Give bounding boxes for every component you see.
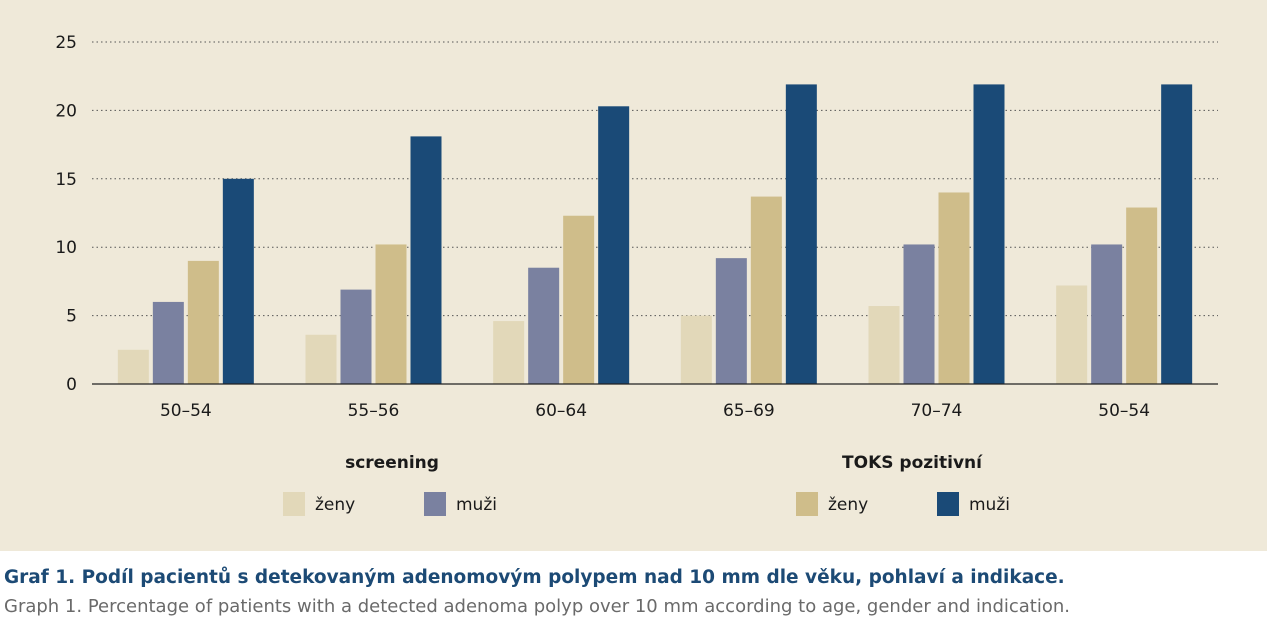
x-tick-label: 50–54 [1098,401,1150,421]
bar [117,349,149,384]
x-tick-label: 70–74 [911,401,963,421]
caption-title-english: Graph 1. Percentage of patients with a d… [4,596,1071,617]
x-tick-label: 55–56 [348,401,400,421]
legend-group-title: screening [345,453,439,473]
y-axis-ticks: 0 5 10 15 20 25 [55,33,77,395]
legend-swatch [283,492,305,516]
x-tick-label: 50–54 [160,401,212,421]
bar [903,244,935,384]
y-tick-label: 15 [55,170,77,190]
legend-swatch [937,492,959,516]
legend-swatch [424,492,446,516]
bar [493,321,525,384]
bars [117,84,1193,385]
x-tick-label: 60–64 [535,401,587,421]
bar [410,136,442,384]
grid-lines [92,41,1218,317]
x-axis-ticks: 50–54 55–56 60–64 65–69 70–74 50–54 [160,401,1150,421]
y-tick-label: 5 [66,307,77,327]
x-tick-label: 65–69 [723,401,775,421]
bar [868,306,900,384]
legend: screening ženy muži TOKS pozitivní ženy muži [283,453,1010,516]
bar [1161,84,1193,385]
bar [680,315,712,384]
bar [152,301,184,384]
legend-group-title: TOKS pozitivní [842,453,983,473]
legend-label: ženy [315,495,355,515]
caption-title-czech: Graf 1. Podíl pacientů s detekovaným ade… [4,567,1065,588]
y-tick-label: 20 [55,101,77,121]
y-tick-label: 0 [66,375,77,395]
bar [305,334,337,384]
y-tick-label: 25 [55,33,77,53]
bar [750,196,782,384]
bar [187,260,219,384]
legend-label: muži [456,495,497,515]
bar [222,178,254,384]
bar [340,289,372,384]
legend-swatch [796,492,818,516]
bar [563,215,595,384]
legend-label: ženy [828,495,868,515]
y-tick-label: 10 [55,238,77,258]
chart-panel: 0 5 10 15 20 25 50–54 55–56 60–64 65–69 70–74 50–5… [0,0,1267,551]
bar [938,192,970,384]
bar [1126,207,1158,384]
bar [785,84,817,385]
bar [715,258,747,384]
bar [375,244,407,384]
bar [1056,285,1088,384]
bar [528,267,560,384]
bar [973,84,1005,385]
bar [598,106,630,385]
bar [1091,244,1123,384]
legend-label: muži [969,495,1010,515]
